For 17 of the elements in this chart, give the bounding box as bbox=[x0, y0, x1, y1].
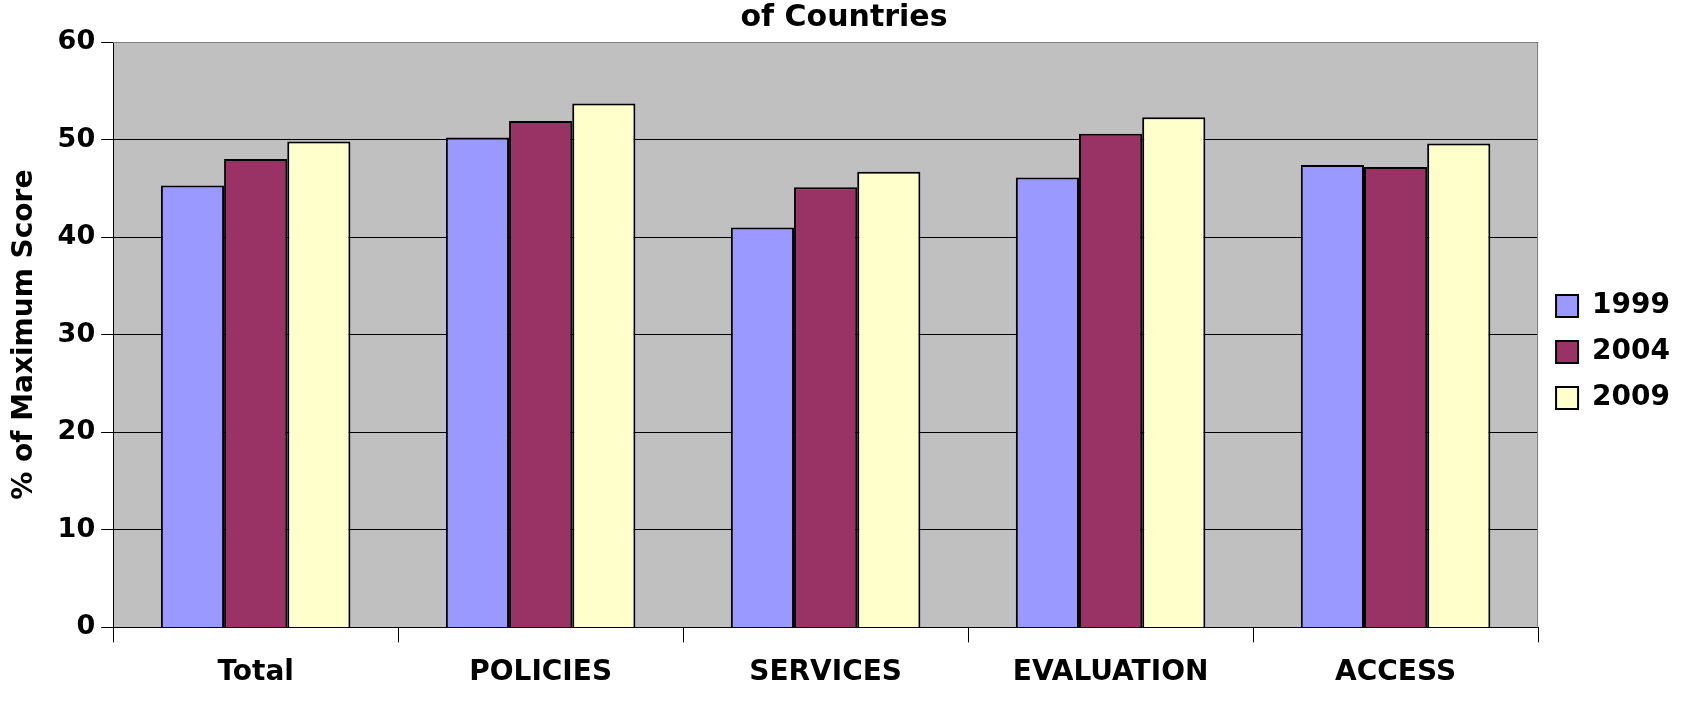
y-tick-label: 20 bbox=[57, 414, 96, 446]
chart-title: of Countries bbox=[740, 0, 948, 33]
x-tick-label: SERVICES bbox=[749, 654, 903, 688]
legend-label: 2009 bbox=[1592, 379, 1671, 413]
y-tick-label: 0 bbox=[76, 609, 96, 641]
y-tick-label: 50 bbox=[57, 121, 96, 153]
y-tick-label: 60 bbox=[57, 24, 96, 56]
x-tick-label: EVALUATION bbox=[1012, 654, 1209, 688]
y-tick-label: 30 bbox=[57, 316, 96, 348]
x-tick-label: ACCESS bbox=[1335, 654, 1457, 688]
y-tick-label: 10 bbox=[57, 511, 96, 543]
x-tick-label: Total bbox=[217, 654, 294, 688]
y-axis-title: % of Maximum Score bbox=[6, 169, 40, 500]
legend-label: 1999 bbox=[1592, 287, 1671, 321]
legend-label: 2004 bbox=[1592, 333, 1671, 367]
x-tick-label: POLICIES bbox=[469, 654, 613, 688]
y-tick-label: 40 bbox=[57, 219, 96, 251]
